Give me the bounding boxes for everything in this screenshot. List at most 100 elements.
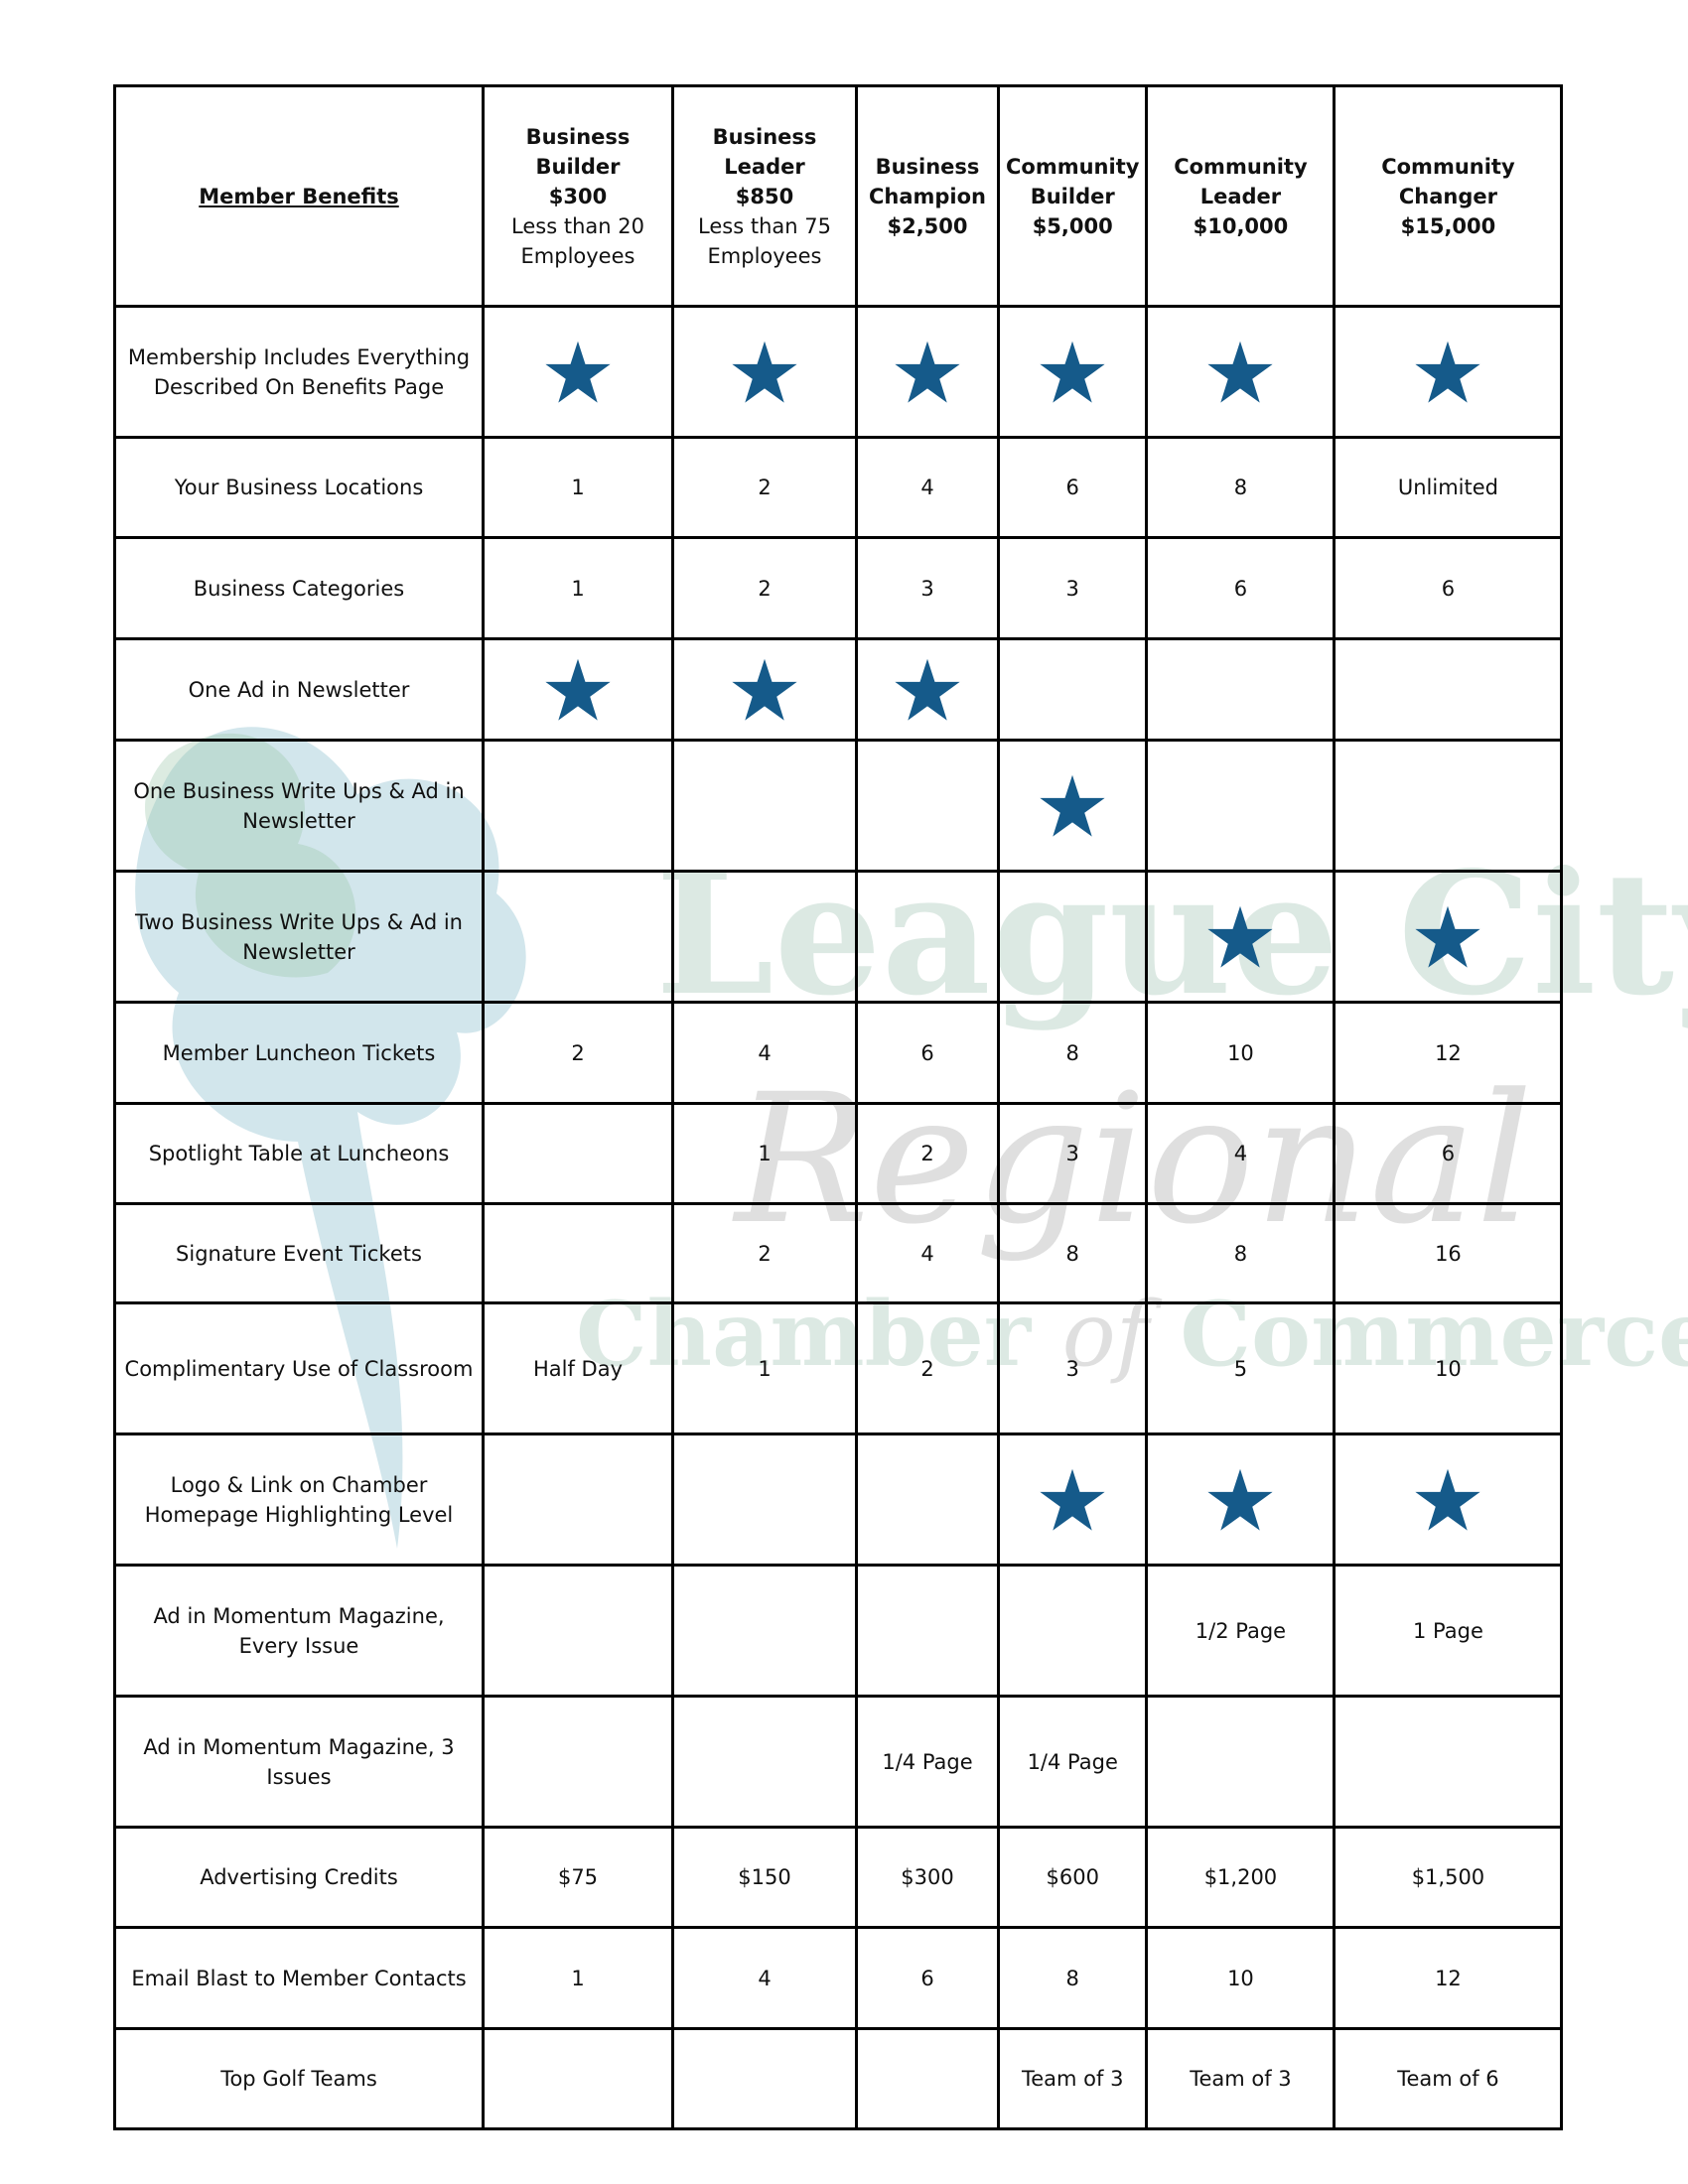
benefit-cell: 3: [855, 536, 1000, 640]
benefit-label: Advertising Credits: [113, 1826, 485, 1929]
tier-price: $5,000: [1032, 213, 1113, 238]
benefit-cell: Team of 6: [1333, 2027, 1564, 2130]
tier-note: Employees: [707, 243, 822, 268]
benefit-cell: $600: [996, 1826, 1149, 1929]
benefit-cell: [671, 305, 858, 439]
member-benefits-label: Member Benefits: [199, 184, 399, 208]
benefit-cell: [482, 2027, 674, 2130]
table-row: Member Luncheon Tickets 2 4 6 8 10 12: [113, 1001, 1564, 1105]
tier-header: Business Champion $2,500: [855, 84, 1000, 308]
benefit-cell: $1,200: [1145, 1826, 1336, 1929]
benefit-cell: 2: [855, 1301, 1000, 1435]
star-icon: [1154, 904, 1327, 970]
tier-header: Community Changer $15,000: [1333, 84, 1564, 308]
benefit-cell: [671, 1433, 858, 1567]
benefit-cell: [482, 637, 674, 742]
benefit-label: One Business Write Ups & Ad in Newslette…: [113, 739, 485, 873]
benefit-cell: 1/2 Page: [1145, 1564, 1336, 1698]
benefit-cell: 3: [996, 1102, 1149, 1205]
tier-name: Business: [875, 154, 980, 179]
benefit-label: One Ad in Newsletter: [113, 637, 485, 742]
benefit-cell: [1333, 1433, 1564, 1567]
tier-name: Business: [712, 124, 817, 149]
table-row: Ad in Momentum Magazine, 3 Issues 1/4 Pa…: [113, 1695, 1564, 1829]
benefit-cell: 1: [671, 1301, 858, 1435]
benefit-label: Complimentary Use of Classroom: [113, 1301, 485, 1435]
benefit-cell: [1145, 739, 1336, 873]
tier-name: Leader: [1199, 184, 1282, 208]
membership-benefits-table: Member Benefits Business Builder $300 Le…: [113, 84, 1564, 2130]
table-row: Ad in Momentum Magazine, Every Issue 1/2…: [113, 1564, 1564, 1698]
benefit-cell: 4: [671, 1001, 858, 1105]
benefit-cell: [482, 1433, 674, 1567]
benefit-cell: 1: [482, 436, 674, 539]
benefit-cell: Unlimited: [1333, 436, 1564, 539]
benefit-label: Two Business Write Ups & Ad in Newslette…: [113, 870, 485, 1004]
benefit-cell: [855, 1433, 1000, 1567]
star-icon: [1006, 773, 1139, 839]
benefit-cell: [482, 739, 674, 873]
benefit-label: Your Business Locations: [113, 436, 485, 539]
benefit-cell: [855, 2027, 1000, 2130]
tier-name: Champion: [868, 184, 987, 208]
tier-note: Less than 20: [511, 213, 644, 238]
tier-price: $10,000: [1193, 213, 1289, 238]
tier-price: $15,000: [1400, 213, 1496, 238]
benefit-label: Signature Event Tickets: [113, 1202, 485, 1304]
benefit-cell: 2: [671, 536, 858, 640]
benefit-cell: $300: [855, 1826, 1000, 1929]
table-row: One Business Write Ups & Ad in Newslette…: [113, 739, 1564, 873]
benefit-cell: 2: [671, 436, 858, 539]
benefit-cell: 4: [855, 1202, 1000, 1304]
benefit-cell: [996, 637, 1149, 742]
tier-header: Community Leader $10,000: [1145, 84, 1336, 308]
benefit-cell: [1333, 739, 1564, 873]
benefit-cell: 6: [1333, 536, 1564, 640]
star-icon: [1154, 1467, 1327, 1533]
benefit-cell: [482, 1202, 674, 1304]
benefit-cell: [482, 870, 674, 1004]
tier-name: Leader: [724, 154, 805, 179]
benefit-cell: [482, 305, 674, 439]
table-row: Complimentary Use of Classroom Half Day 1…: [113, 1301, 1564, 1435]
benefit-cell: [1333, 870, 1564, 1004]
benefit-label: Member Luncheon Tickets: [113, 1001, 485, 1105]
benefit-cell: 1/4 Page: [855, 1695, 1000, 1829]
benefit-cell: 8: [996, 1001, 1149, 1105]
benefit-cell: 1: [482, 1926, 674, 2030]
benefit-cell: [855, 1564, 1000, 1698]
benefit-cell: 1: [482, 536, 674, 640]
benefit-label: Email Blast to Member Contacts: [113, 1926, 485, 2030]
tier-name: Community: [1174, 154, 1308, 179]
benefit-cell: 2: [671, 1202, 858, 1304]
benefit-label: Ad in Momentum Magazine, Every Issue: [113, 1564, 485, 1698]
benefit-cell: 2: [855, 1102, 1000, 1205]
benefit-cell: [996, 305, 1149, 439]
tier-price: $300: [548, 184, 608, 208]
table-row: Your Business Locations 1 2 4 6 8 Unlimited: [113, 436, 1564, 539]
benefit-cell: 10: [1145, 1001, 1336, 1105]
benefit-cell: 6: [1145, 536, 1336, 640]
benefit-cell: 12: [1333, 1926, 1564, 2030]
benefit-cell: 2: [482, 1001, 674, 1105]
benefit-cell: [671, 1564, 858, 1698]
benefit-cell: 4: [855, 436, 1000, 539]
benefit-label: Business Categories: [113, 536, 485, 640]
benefit-label: Membership Includes Everything Described…: [113, 305, 485, 439]
table-row: One Ad in Newsletter: [113, 637, 1564, 742]
benefit-cell: $150: [671, 1826, 858, 1929]
star-icon: [680, 340, 849, 405]
star-icon: [1006, 340, 1139, 405]
benefit-cell: [1145, 637, 1336, 742]
benefit-cell: [671, 2027, 858, 2130]
star-icon: [1341, 904, 1554, 970]
benefit-cell: Half Day: [482, 1301, 674, 1435]
benefit-cell: 6: [1333, 1102, 1564, 1205]
tier-header: Community Builder $5,000: [996, 84, 1149, 308]
benefit-cell: 12: [1333, 1001, 1564, 1105]
benefit-cell: 10: [1333, 1301, 1564, 1435]
tier-name: Builder: [1030, 184, 1115, 208]
table-row: Signature Event Tickets 2 4 8 8 16: [113, 1202, 1564, 1304]
